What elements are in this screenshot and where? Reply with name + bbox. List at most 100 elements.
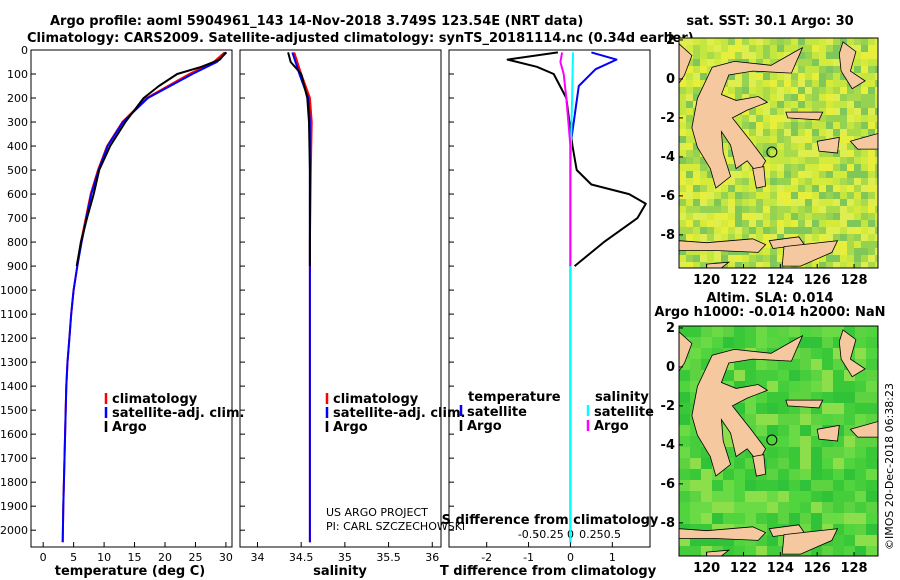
- sla-cell: [855, 480, 866, 491]
- temperature-x-tick-label: 20: [158, 551, 172, 564]
- s-argo-line: [559, 52, 572, 267]
- sst-cell: [812, 185, 819, 192]
- sst-cell: [819, 94, 826, 101]
- sst-cell: [714, 52, 721, 59]
- sst-cell: [742, 171, 749, 178]
- argo-line: [75, 51, 227, 267]
- sst-cell: [770, 220, 777, 227]
- sst-cell: [714, 227, 721, 234]
- sst-cell: [791, 45, 798, 52]
- sla-cell: [712, 502, 723, 513]
- sla-cell: [833, 359, 844, 370]
- sst-cell: [868, 178, 875, 185]
- sst-cell: [840, 108, 847, 115]
- sst-cell: [826, 213, 833, 220]
- sst-cell: [854, 227, 861, 234]
- sst-landmass: [849, 133, 878, 150]
- sst-cell: [854, 101, 861, 108]
- sst-cell: [679, 248, 686, 255]
- sst-cell: [826, 192, 833, 199]
- sst-cell: [819, 108, 826, 115]
- sla-cell: [679, 469, 690, 480]
- sst-cell: [714, 45, 721, 52]
- depth-tick-label: 1500: [0, 404, 28, 417]
- sst-cell: [812, 122, 819, 129]
- sst-cell: [791, 213, 798, 220]
- sla-cell: [866, 348, 877, 359]
- s-difference-tick-label: 0.5: [604, 528, 622, 541]
- sla-cell: [811, 414, 822, 425]
- sst-cell: [798, 220, 805, 227]
- sst-lat-tick-label: 2: [666, 33, 675, 48]
- sst-argo-marker: [766, 146, 778, 158]
- sst-cell: [854, 66, 861, 73]
- sla-cell: [833, 480, 844, 491]
- sst-cell: [847, 171, 854, 178]
- sla-cell: [690, 348, 701, 359]
- sst-cell: [763, 234, 770, 241]
- sst-cell: [693, 262, 700, 268]
- sst-cell: [742, 199, 749, 206]
- sst-cell: [861, 101, 868, 108]
- sst-cell: [686, 213, 693, 220]
- sla-cell: [690, 359, 701, 370]
- sla-cell: [866, 535, 877, 546]
- sla-cell: [767, 535, 778, 546]
- sla-cell: [844, 458, 855, 469]
- sst-cell: [861, 171, 868, 178]
- sst-cell: [847, 262, 854, 268]
- sst-cell: [812, 80, 819, 87]
- sla-cell: [778, 480, 789, 491]
- sst-cell: [868, 94, 875, 101]
- sla-cell: [690, 381, 701, 392]
- sst-cell: [707, 227, 714, 234]
- sla-cell: [855, 524, 866, 535]
- sst-cell: [833, 234, 840, 241]
- sst-cell: [700, 220, 707, 227]
- sst-cell: [721, 255, 728, 262]
- sla-cell: [745, 513, 756, 524]
- satellite-line: [291, 52, 311, 543]
- sst-cell: [798, 87, 805, 94]
- sst-cell: [805, 122, 812, 129]
- sst-cell: [707, 234, 714, 241]
- sst-cell: [833, 122, 840, 129]
- satellite-line: [61, 51, 228, 543]
- sla-cell: [767, 326, 778, 337]
- sst-cell: [700, 73, 707, 80]
- sst-cell: [777, 255, 784, 262]
- sst-cell: [861, 185, 868, 192]
- sst-cell: [756, 59, 763, 66]
- sla-cell: [679, 381, 690, 392]
- salinity-x-tick-label: 34.5: [289, 551, 314, 564]
- sst-landmass: [691, 46, 804, 189]
- depth-axis: 0 100 200 300 400 500 600 700 800 900 1000 1100 1200…: [0, 44, 454, 537]
- sst-cell: [791, 150, 798, 157]
- sst-cell: [826, 108, 833, 115]
- sst-cell: [707, 45, 714, 52]
- sst-cell: [763, 136, 770, 143]
- sst-cell: [763, 94, 770, 101]
- sst-cell: [756, 115, 763, 122]
- sst-cell: [756, 52, 763, 59]
- sla-cell: [778, 458, 789, 469]
- sst-cell: [805, 227, 812, 234]
- sst-cell: [714, 59, 721, 66]
- sla-cell: [800, 458, 811, 469]
- sst-cell: [868, 248, 875, 255]
- sst-cell: [749, 87, 756, 94]
- sst-cell: [875, 66, 878, 73]
- sst-cell: [721, 192, 728, 199]
- sst-cell: [735, 185, 742, 192]
- sst-cell: [798, 143, 805, 150]
- sst-cell: [749, 52, 756, 59]
- sst-cell: [770, 185, 777, 192]
- sst-cell: [826, 94, 833, 101]
- sst-cell: [735, 52, 742, 59]
- sla-cell: [789, 447, 800, 458]
- sst-cell: [784, 115, 791, 122]
- sst-cell: [868, 80, 875, 87]
- sst-cell: [875, 199, 878, 206]
- sst-cell: [777, 171, 784, 178]
- sst-cell: [693, 143, 700, 150]
